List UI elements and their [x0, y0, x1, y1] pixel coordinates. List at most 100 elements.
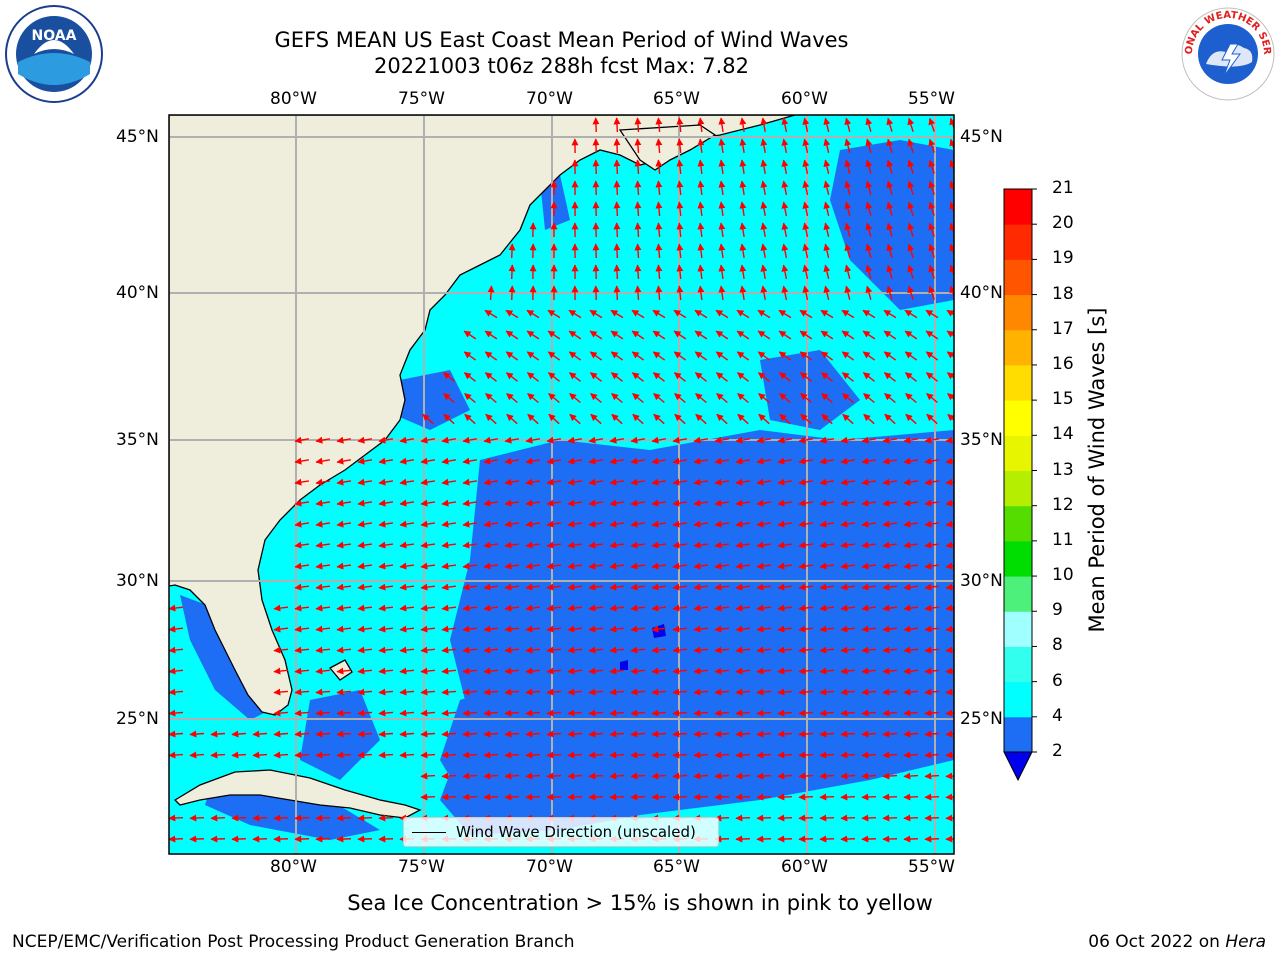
- wave-direction-arrow: [947, 392, 954, 401]
- wave-direction-arrow: [756, 709, 772, 717]
- wave-direction-arrow: [819, 646, 835, 654]
- wave-direction-arrow: [420, 562, 436, 570]
- wave-direction-arrow: [609, 772, 625, 780]
- wave-direction-arrow: [697, 117, 705, 133]
- wave-direction-arrow: [336, 625, 352, 633]
- wave-direction-arrow: [420, 793, 436, 801]
- wave-direction-arrow: [652, 372, 665, 382]
- wave-direction-arrow: [886, 117, 894, 132]
- wave-direction-arrow: [169, 625, 184, 633]
- wave-direction-arrow: [462, 688, 478, 696]
- wave-direction-arrow: [693, 478, 709, 486]
- wave-direction-arrow: [928, 201, 936, 216]
- wave-direction-arrow: [735, 625, 751, 633]
- wave-direction-arrow: [483, 436, 499, 444]
- wave-direction-arrow: [840, 667, 856, 675]
- wave-direction-arrow: [441, 772, 457, 780]
- wave-direction-arrow: [443, 413, 455, 425]
- wave-direction-arrow: [631, 330, 645, 340]
- wave-direction-arrow: [736, 309, 750, 319]
- wave-direction-arrow: [798, 814, 814, 822]
- wave-direction-arrow: [336, 499, 352, 507]
- wave-direction-arrow: [821, 392, 833, 404]
- wave-direction-arrow: [525, 772, 541, 780]
- wave-direction-arrow: [588, 478, 604, 486]
- wave-direction-arrow: [653, 413, 665, 425]
- colorbar-segment: [1004, 470, 1032, 507]
- wave-direction-arrow: [886, 243, 894, 258]
- wave-direction-arrow: [315, 730, 331, 738]
- wave-direction-arrow: [273, 604, 289, 612]
- wave-direction-arrow: [609, 583, 625, 591]
- wave-direction-arrow: [273, 646, 289, 654]
- wave-direction-arrow: [547, 351, 561, 361]
- wave-direction-arrow: [945, 625, 954, 633]
- wave-direction-arrow: [294, 814, 310, 822]
- wave-direction-arrow: [907, 264, 915, 279]
- colorbar-segment: [1004, 681, 1032, 718]
- wave-direction-arrow: [588, 583, 604, 591]
- legend-label: Wind Wave Direction (unscaled): [456, 823, 696, 841]
- wave-direction-arrow: [189, 730, 205, 738]
- wave-direction-arrow: [672, 730, 688, 738]
- wave-direction-arrow: [567, 541, 583, 549]
- wave-direction-arrow: [632, 413, 644, 425]
- wave-direction-arrow: [441, 457, 457, 465]
- wave-direction-arrow: [567, 604, 583, 612]
- wave-direction-arrow: [399, 688, 415, 696]
- wave-direction-arrow: [840, 436, 856, 444]
- wave-direction-arrow: [840, 772, 856, 780]
- wave-direction-arrow: [886, 222, 894, 237]
- wave-direction-arrow: [504, 457, 520, 465]
- wave-direction-arrow: [840, 814, 856, 822]
- wave-direction-arrow: [928, 264, 936, 279]
- wave-direction-arrow: [420, 499, 436, 507]
- wave-direction-arrow: [693, 772, 709, 780]
- wave-direction-arrow: [169, 688, 184, 696]
- wave-direction-arrow: [739, 180, 747, 196]
- wave-direction-arrow: [655, 285, 663, 301]
- wave-direction-arrow: [463, 372, 476, 382]
- wave-direction-arrow: [862, 309, 876, 319]
- wave-direction-arrow: [946, 309, 954, 317]
- wave-direction-arrow: [695, 392, 707, 404]
- wave-direction-arrow: [739, 117, 747, 133]
- wave-direction-arrow: [505, 372, 518, 382]
- wave-direction-arrow: [441, 730, 457, 738]
- wave-direction-arrow: [882, 751, 898, 759]
- wave-direction-arrow: [924, 772, 940, 780]
- map-legend: Wind Wave Direction (unscaled): [403, 817, 719, 847]
- wave-direction-arrow: [882, 772, 898, 780]
- wave-direction-arrow: [484, 351, 498, 361]
- wave-direction-arrow: [441, 646, 457, 654]
- wave-direction-arrow: [378, 520, 394, 528]
- wave-direction-arrow: [525, 499, 541, 507]
- wave-direction-arrow: [861, 625, 877, 633]
- wave-direction-arrow: [903, 667, 919, 675]
- wave-direction-arrow: [651, 751, 667, 759]
- wave-direction-arrow: [844, 285, 852, 300]
- wave-direction-arrow: [903, 751, 919, 759]
- wave-direction-arrow: [756, 562, 772, 570]
- wave-direction-arrow: [399, 625, 415, 633]
- wave-direction-arrow: [525, 667, 541, 675]
- wave-direction-arrow: [462, 793, 478, 801]
- wave-direction-arrow: [924, 604, 940, 612]
- wave-direction-arrow: [294, 436, 310, 444]
- wave-direction-arrow: [273, 709, 289, 717]
- wave-direction-arrow: [273, 625, 289, 633]
- wave-direction-arrow: [672, 499, 688, 507]
- wave-direction-arrow: [483, 646, 499, 654]
- wave-direction-arrow: [949, 222, 954, 235]
- wave-direction-arrow: [462, 499, 478, 507]
- wave-direction-arrow: [399, 751, 415, 759]
- wave-direction-arrow: [735, 772, 751, 780]
- lon-tick-bottom: 80°W: [270, 857, 317, 877]
- wave-direction-arrow: [441, 688, 457, 696]
- wave-direction-arrow: [924, 751, 940, 759]
- wave-direction-arrow: [903, 457, 919, 465]
- wave-direction-arrow: [546, 541, 562, 549]
- wave-direction-arrow: [655, 222, 663, 238]
- wave-direction-arrow: [548, 392, 560, 404]
- wave-direction-arrow: [777, 478, 793, 486]
